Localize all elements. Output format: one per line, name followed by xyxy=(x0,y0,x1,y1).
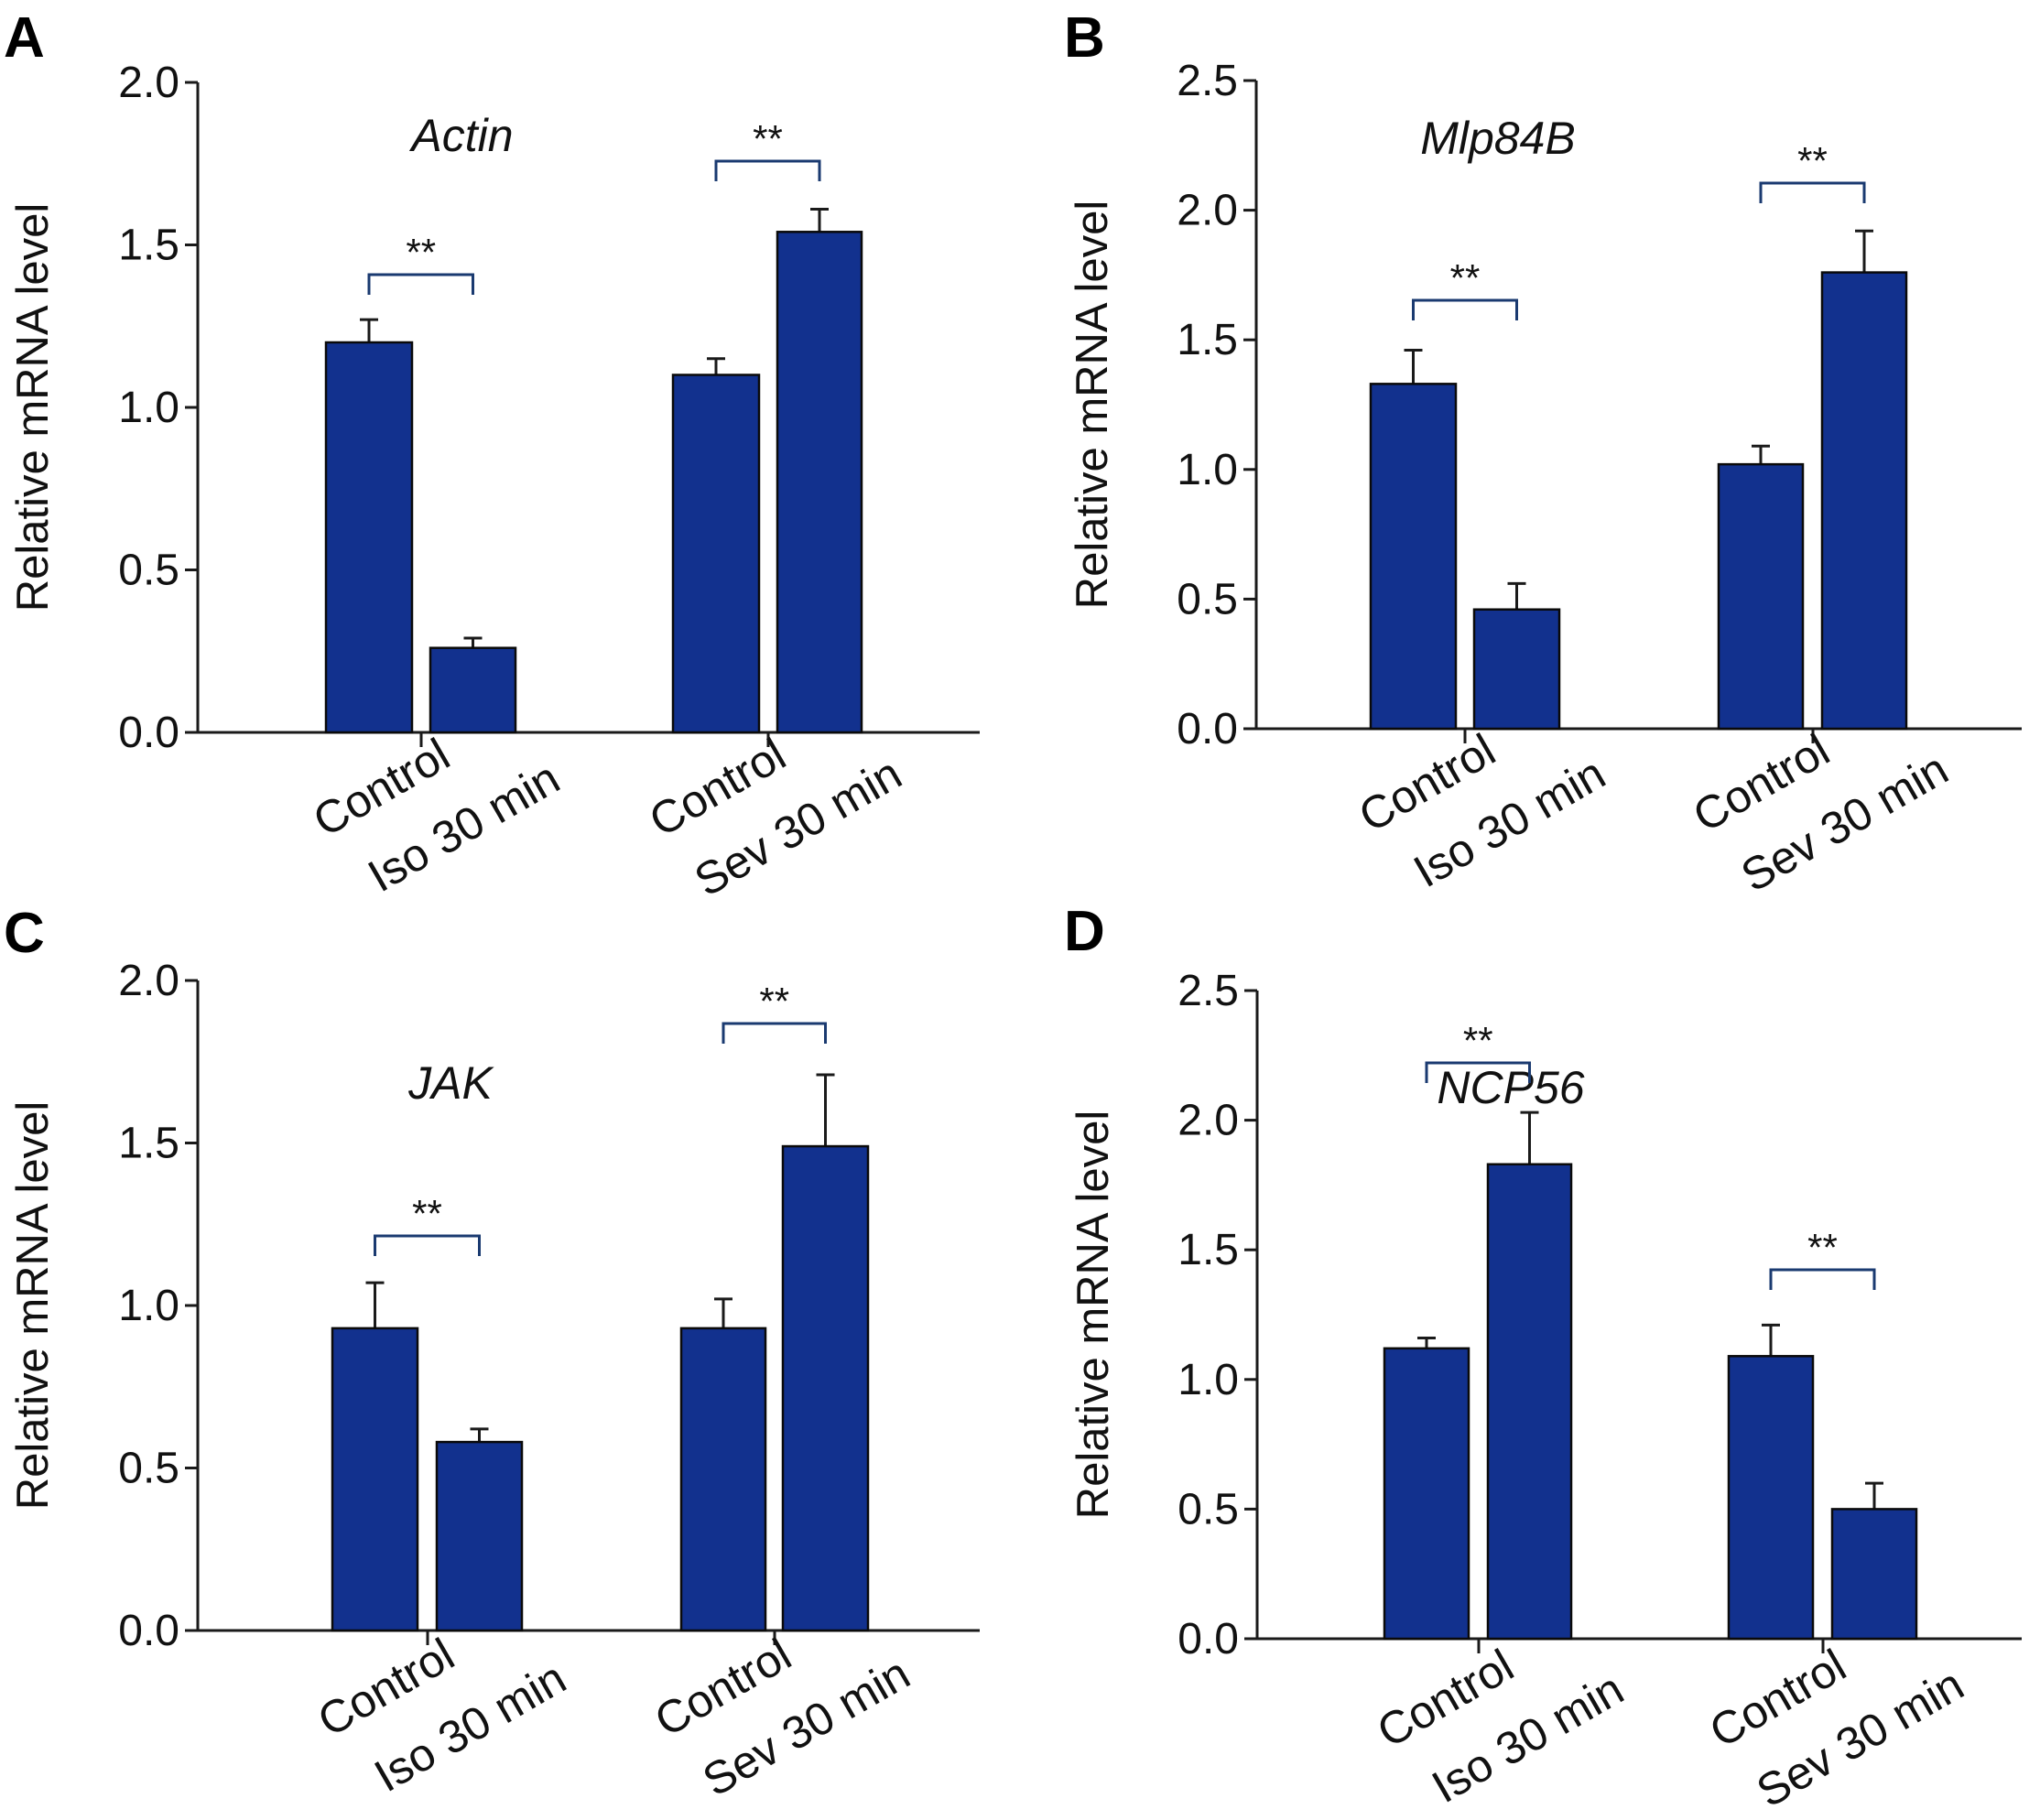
y-tick-label: 1.0 xyxy=(118,1282,179,1330)
significance-bracket xyxy=(714,159,821,181)
significance-bracket xyxy=(1769,1268,1876,1290)
bar-control xyxy=(679,1327,767,1632)
y-tick-label: 1.5 xyxy=(1177,1226,1239,1274)
bar-sev-30-min xyxy=(1830,1508,1918,1641)
y-axis-title: Relative mRNA level xyxy=(8,1101,58,1511)
panel-letter: C xyxy=(4,902,45,965)
y-tick-label: 0.0 xyxy=(118,709,179,757)
panel-d: D 0.0 0.5 1.0 1.5 2.0 2.5 Relative mRNA level NC… xyxy=(1064,900,2022,1817)
significance-bracket xyxy=(1425,1061,1531,1083)
y-tick-label: 1.5 xyxy=(118,222,179,270)
significance-label: ** xyxy=(753,117,783,160)
y-axis-title: Relative mRNA level xyxy=(1068,200,1117,610)
significance-label: ** xyxy=(1450,256,1481,299)
y-tick-label: 2.0 xyxy=(1177,187,1238,235)
bar-sev-30-min xyxy=(1820,271,1908,731)
y-tick-label: 2.5 xyxy=(1177,967,1239,1015)
y-tick-label: 1.0 xyxy=(118,384,179,432)
panel-letter: A xyxy=(4,6,45,70)
y-tick-label: 1.5 xyxy=(118,1120,179,1168)
bar-sev-30-min xyxy=(776,231,863,734)
bar-control xyxy=(671,374,761,734)
y-tick-label: 2.0 xyxy=(118,957,179,1005)
y-tick-label: 0.0 xyxy=(1177,1615,1239,1663)
bar-iso-30-min xyxy=(435,1440,524,1632)
y-tick-label: 2.0 xyxy=(118,59,179,107)
significance-bracket xyxy=(374,1234,481,1256)
y-tick-label: 1.0 xyxy=(1177,1356,1239,1404)
gene-title: Actin xyxy=(408,110,513,161)
y-tick-label: 2.0 xyxy=(1177,1097,1239,1145)
significance-label: ** xyxy=(1463,1019,1493,1062)
gene-title: Mlp84B xyxy=(1420,113,1576,164)
significance-label: ** xyxy=(406,231,436,274)
significance-label: ** xyxy=(412,1192,442,1235)
bar-control xyxy=(1727,1355,1815,1641)
bar-sev-30-min xyxy=(781,1144,870,1632)
bar-iso-30-min xyxy=(1472,608,1561,731)
panel-letter: D xyxy=(1064,900,1105,963)
significance-bracket xyxy=(367,273,474,295)
significance-bracket xyxy=(1412,298,1518,320)
significance-label: ** xyxy=(759,980,789,1023)
bar-control xyxy=(1383,1347,1470,1641)
bar-control xyxy=(1369,383,1458,731)
bar-control xyxy=(331,1327,419,1632)
panel-letter: B xyxy=(1064,6,1105,70)
y-axis-title: Relative mRNA level xyxy=(8,203,58,612)
y-tick-label: 0.0 xyxy=(118,1607,179,1655)
bar-control xyxy=(324,341,414,734)
y-tick-label: 0.0 xyxy=(1177,705,1238,753)
significance-bracket xyxy=(1759,181,1866,203)
bar-control xyxy=(1717,462,1805,731)
panel-b: B 0.0 0.5 1.0 1.5 2.0 2.5 Relative mRNA level Ml… xyxy=(1064,6,2022,902)
y-tick-label: 0.5 xyxy=(118,547,179,595)
gene-title: JAK xyxy=(407,1057,494,1109)
y-tick-label: 0.5 xyxy=(1177,575,1238,623)
significance-label: ** xyxy=(1797,139,1828,182)
bar-iso-30-min xyxy=(1486,1163,1573,1641)
y-tick-label: 1.0 xyxy=(1177,446,1238,494)
y-tick-label: 0.5 xyxy=(118,1445,179,1493)
y-tick-label: 1.5 xyxy=(1177,316,1238,364)
y-axis-title: Relative mRNA level xyxy=(1069,1110,1118,1520)
y-tick-label: 2.5 xyxy=(1177,57,1238,105)
significance-bracket xyxy=(722,1022,827,1044)
significance-label: ** xyxy=(1807,1226,1838,1269)
y-tick-label: 0.5 xyxy=(1177,1485,1239,1533)
panel-a: A 0.0 0.5 1.0 1.5 2.0 Relative mRNA level Actin… xyxy=(4,6,980,906)
gene-title: NCP56 xyxy=(1437,1062,1584,1113)
bar-iso-30-min xyxy=(429,646,517,734)
